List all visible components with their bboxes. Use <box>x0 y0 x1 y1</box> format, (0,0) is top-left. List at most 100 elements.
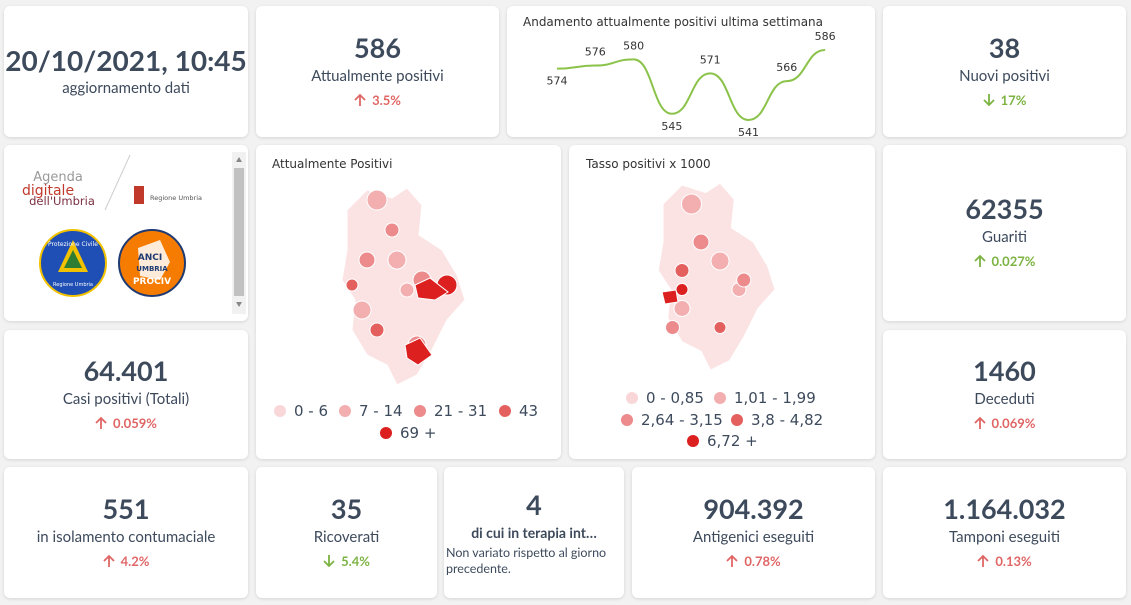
data-label: 541 <box>738 126 759 139</box>
kpi-change: 3.5% <box>354 88 401 112</box>
trend-card <box>507 6 875 137</box>
scroll-up[interactable] <box>236 157 242 162</box>
logo-text: ANCI <box>138 253 162 263</box>
logo-text: digitale <box>22 183 74 199</box>
kpi-change: 5.4% <box>323 549 370 573</box>
legend-label: 2,64 - 3,15 <box>641 411 723 429</box>
logo-text: dell'Umbria <box>29 194 95 208</box>
municipality <box>352 300 372 320</box>
municipality <box>713 321 727 334</box>
kpi-value: 586 <box>354 30 401 64</box>
municipality <box>710 251 730 271</box>
municipality <box>692 233 710 251</box>
kpi-label: di cui in terapia int… <box>471 523 597 541</box>
kpi-note: Non variato rispetto al giorno precedent… <box>446 544 607 576</box>
legend-label: 1,01 - 1,99 <box>734 389 816 407</box>
maps: 0 - 6 7 - 14 21 - 31 43 69 + 0 - 0,85 1,01 - 1… <box>274 182 823 450</box>
kpi-label: Attualmente positivi <box>311 66 444 85</box>
municipality <box>387 250 407 270</box>
kpi-card: 38 Nuovi positivi 17% <box>883 6 1126 137</box>
arrow <box>973 254 986 267</box>
trend-line <box>556 49 826 122</box>
kpi-change: 0.027% <box>973 249 1036 273</box>
kpi-change: 0.059% <box>95 411 157 435</box>
municipality <box>404 337 433 366</box>
kpi-card: 20/10/2021, 10:45 aggiornamento dati <box>4 6 248 137</box>
legend-swatch <box>687 435 699 447</box>
kpi-card: 586 Attualmente positivi 3.5% <box>256 6 499 137</box>
arrow-up <box>102 554 115 567</box>
legend-label: 0 - 0,85 <box>646 389 704 407</box>
kpi-card: 35 Ricoverati 5.4% <box>256 467 437 598</box>
kpi-label: Tamponi eseguiti <box>949 527 1060 546</box>
kpi-change: 0.13% <box>977 549 1032 573</box>
municipality <box>414 277 449 301</box>
logo-text: Regione Umbria <box>150 194 202 202</box>
legend-swatch <box>380 427 392 439</box>
arrow <box>95 416 107 429</box>
arrow <box>102 554 115 567</box>
arrow-up <box>354 93 366 106</box>
kpi-value: 1.164.032 <box>943 491 1066 525</box>
municipality <box>384 222 400 238</box>
kpi-label: Guariti <box>982 228 1027 246</box>
data-label: 586 <box>815 30 836 43</box>
arrow-down <box>982 93 995 106</box>
kpi-change-text: 0.027% <box>991 253 1036 269</box>
trend-title: Andamento attualmente positivi ultima se… <box>523 15 823 29</box>
logo-icon <box>134 186 144 204</box>
arrow <box>973 416 986 429</box>
legend-swatch <box>339 405 351 417</box>
legend-label: 69 + <box>400 424 436 442</box>
arrow-down <box>323 554 335 567</box>
legend-swatch <box>626 392 638 404</box>
kpi-change: 0.78% <box>726 549 781 573</box>
municipality <box>675 283 689 296</box>
scroll-thumb[interactable] <box>234 168 244 296</box>
municipality <box>399 282 415 298</box>
arrow <box>982 93 995 106</box>
kpi-change-text: 0.78% <box>744 552 781 569</box>
arrow <box>354 93 366 106</box>
legend-label: 3,8 - 4,82 <box>751 411 823 429</box>
arrow-up <box>973 416 986 429</box>
kpi-label: Antigenici eseguiti <box>692 527 815 546</box>
kpi-card: 4 di cui in terapia int… Non variato rispe… <box>444 467 624 598</box>
scroll-down[interactable] <box>236 302 242 307</box>
kpi-change-text: 0.059% <box>113 414 157 431</box>
kpi-change: 4.2% <box>102 549 149 573</box>
kpi-label: Ricoverati <box>313 527 380 546</box>
kpi-card: 62355 Guariti 0.027% <box>883 145 1126 321</box>
legend-label: 21 - 31 <box>434 402 487 420</box>
municipality <box>358 251 376 269</box>
municipality <box>681 193 702 215</box>
kpi-value: 35 <box>330 491 363 525</box>
kpi-card: 1460 Deceduti 0.069% <box>883 330 1126 459</box>
trend-chart: 574 576 580 545 571 541 566 586 <box>547 30 836 139</box>
municipality <box>665 320 680 335</box>
kpi-change-text: 0.13% <box>995 552 1032 569</box>
data-label: 580 <box>623 39 644 52</box>
logo-text: UMBRIA <box>136 265 168 273</box>
municipality <box>674 263 690 278</box>
data-label: 574 <box>547 75 568 88</box>
legend-swatch <box>714 392 726 404</box>
kpi-change-text: 5.4% <box>341 552 370 569</box>
logos: Agenda digitale dell'Umbria Regione Umbr… <box>22 152 246 314</box>
kpi-value: 64.401 <box>83 353 169 387</box>
legend-swatch <box>731 414 743 426</box>
arrow <box>323 554 335 567</box>
logo-icon <box>138 240 170 280</box>
logo-text: Agenda <box>33 170 83 185</box>
municipality <box>345 278 359 292</box>
data-label: 576 <box>585 46 606 59</box>
kpi-change: 0.069% <box>973 411 1035 435</box>
arrow <box>726 554 738 567</box>
arrow-up <box>977 554 989 567</box>
data-label: 571 <box>700 53 721 66</box>
map-title: Attualmente Positivi <box>272 157 393 171</box>
arrow-up <box>973 254 986 267</box>
legend-swatch <box>414 405 426 417</box>
kpi-change: 17% <box>982 88 1026 112</box>
